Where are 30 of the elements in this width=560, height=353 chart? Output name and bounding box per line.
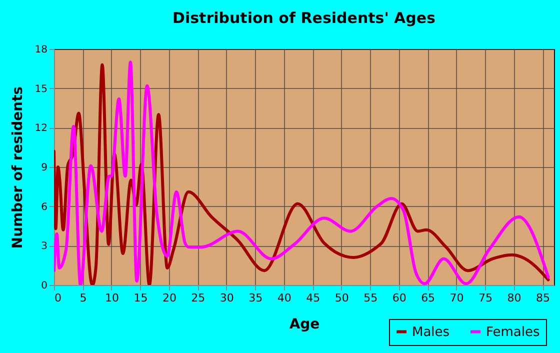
legend-label: Females: [486, 324, 540, 340]
x-tick-label: 30: [220, 292, 234, 304]
x-tick-label: 10: [104, 292, 119, 304]
x-tick-label: 20: [162, 292, 176, 304]
y-tick-label: 9: [41, 162, 48, 174]
x-tick-label: 55: [364, 292, 378, 304]
y-tick-label: 18: [34, 44, 48, 56]
y-tick-label: 12: [34, 123, 48, 134]
x-tick-label: 0: [54, 292, 62, 304]
x-tick-label: 80: [507, 292, 522, 304]
x-tick-label: 85: [536, 292, 550, 304]
x-tick-label: 75: [478, 292, 493, 304]
x-tick-label: 35: [248, 292, 263, 304]
x-tick-label: 15: [134, 292, 148, 304]
x-tick-label: 45: [306, 292, 320, 304]
y-tick-label: 15: [34, 84, 48, 95]
x-axis-title: Age: [289, 316, 320, 332]
x-tick-label: 60: [392, 292, 406, 304]
x-tick-label: 50: [334, 292, 349, 304]
y-tick-label: 3: [41, 241, 48, 252]
x-tick-label: 70: [450, 292, 464, 304]
y-axis-title: Number of residents: [10, 86, 26, 249]
x-tick-label: 5: [80, 292, 87, 304]
y-tick-label: 0: [41, 280, 48, 292]
x-tick-label: 40: [277, 292, 292, 304]
y-tick-label: 6: [41, 202, 48, 213]
chart-title: Distribution of Residents' Ages: [172, 9, 436, 27]
legend-label: Males: [412, 324, 450, 340]
x-tick-label: 25: [191, 292, 206, 304]
x-tick-label: 65: [421, 292, 436, 304]
